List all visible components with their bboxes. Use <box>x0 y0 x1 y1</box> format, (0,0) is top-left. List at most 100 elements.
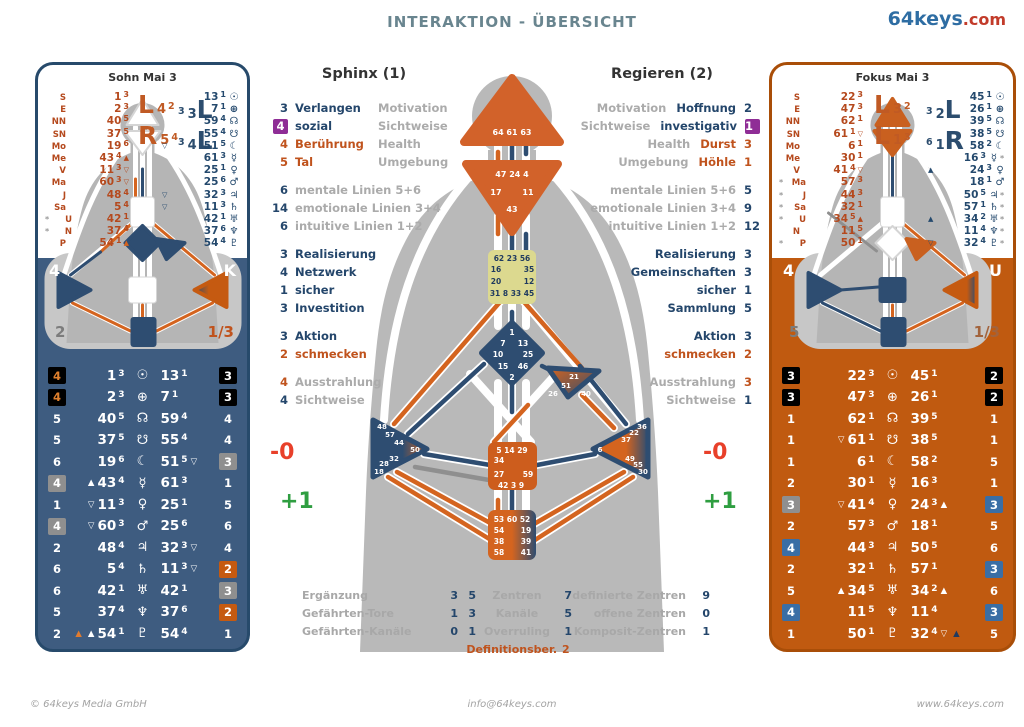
left-color-badge: 1 <box>52 497 61 512</box>
corner-label-bl: 2 <box>55 323 66 341</box>
planet-label: V <box>793 166 800 177</box>
gate-number: 54 <box>203 237 219 250</box>
gate-number: 62 <box>840 115 856 128</box>
sacral-gates: 5 14 29 <box>496 446 527 455</box>
left-line: 5 <box>868 583 875 594</box>
left-line: 3 <box>118 497 125 508</box>
gate-number: 51 <box>203 139 219 152</box>
line-number: 1 <box>857 199 863 209</box>
gate-number: 11 <box>99 164 115 177</box>
right-color-badge: 1 <box>989 433 998 448</box>
right-arrow-icon: ▲ <box>940 499 948 510</box>
keynote-count: 3 <box>744 137 753 151</box>
delta-plus-right: +1 <box>703 489 737 514</box>
line-number: 1 <box>220 211 226 221</box>
line-number: 3 <box>980 150 986 160</box>
star-mark: * <box>45 214 50 224</box>
planet-label: Me <box>51 153 66 164</box>
corner-label-tl: 4 <box>783 261 795 280</box>
planet-glyph-icon: ♄ <box>989 201 999 213</box>
planet-glyph-icon: ♅ <box>886 583 899 599</box>
spleen-gates: 48 <box>377 423 387 431</box>
gate-table-row: 3 47 3 ⊕ 26 1 2 <box>782 387 1003 409</box>
planet-row: * J 44 3 <box>779 188 863 201</box>
planet-row: 26 1 ⊕ <box>926 102 1006 115</box>
keynote-label: Höhle <box>698 155 736 169</box>
gate-number: 2 <box>114 103 122 116</box>
delta-minus-right: -0 <box>703 440 728 465</box>
right-gate: 45 <box>910 367 930 384</box>
gate-number: 13 <box>203 91 219 103</box>
person-panel-left: Sohn Mai 3 S 1 3 E 2 3 NN 40 5 SN 37 5 M… <box>35 62 250 652</box>
line-number: 5 <box>850 211 856 221</box>
keynote-row: Ausstrahlung 3 <box>564 373 760 391</box>
planet-glyph-icon: ♅ <box>229 213 239 225</box>
planet-label: N <box>64 227 72 238</box>
left-gate: 42 <box>97 582 117 599</box>
gate-number: 24 <box>969 164 985 177</box>
svg-text:40: 40 <box>581 390 591 398</box>
star-mark: * <box>779 239 784 249</box>
stat-label: Gefährten-Kanäle <box>302 624 412 638</box>
right-gate: 13 <box>160 367 180 384</box>
gate-number: 43 <box>99 151 115 164</box>
keynote-row: 2 schmecken <box>266 345 462 363</box>
planet-row: NN 40 5 <box>45 114 129 127</box>
gate-table-row: 5 37 4 ♆ 37 6 2 <box>48 602 237 624</box>
line-number: 4 <box>850 163 856 173</box>
right-line: 3 <box>181 562 188 573</box>
line-number: 3 <box>857 90 863 99</box>
right-line: 4 <box>181 626 188 637</box>
gate-table-row: 1 ▽ 61 1 ☋ 38 5 1 <box>782 430 1003 452</box>
gate-table-row: 6 42 1 ♅ 42 1 3 <box>48 580 237 602</box>
keynote-row: 3 Verlangen Motivation <box>266 99 462 117</box>
gate-table-row: 2 57 3 ♂ 18 1 5 <box>782 516 1003 538</box>
keynote-row: 4 Netzwerk <box>266 263 462 281</box>
keynote-count: 5 <box>744 183 753 197</box>
planet-row: Mo 19 6 <box>45 139 129 152</box>
fixing-arrow-icon: ▽ <box>857 166 863 175</box>
right-gate: 11 <box>160 561 180 578</box>
planet-glyph-icon: ☿ <box>888 475 897 491</box>
fixing-arrow-icon: ▽ <box>123 166 129 175</box>
planet-row: Mo 6 1 <box>779 139 863 152</box>
planet-label: N <box>792 227 800 238</box>
right-color-badge: 1 <box>989 411 998 426</box>
right-line: 1 <box>181 497 188 508</box>
planet-glyph-icon: ⊕ <box>887 389 898 405</box>
keynote-count: 3 <box>279 301 288 315</box>
planet-row: ▲ 24 3 ♀ <box>926 163 1006 177</box>
line-number: 1 <box>116 236 122 246</box>
keynote-count: 3 <box>744 265 753 279</box>
planet-glyph-icon: ☉ <box>229 92 239 103</box>
gate-number: 32 <box>840 200 856 213</box>
keynote-label: investigativ <box>660 119 737 133</box>
svg-text:17: 17 <box>490 188 501 197</box>
left-gate: 60 <box>97 518 117 535</box>
planet-label: Sa <box>794 202 806 213</box>
right-gate: 38 <box>910 432 930 449</box>
line-number: 3 <box>220 150 226 160</box>
line-number: 1 <box>850 126 856 136</box>
left-line: 4 <box>118 605 125 616</box>
right-gate: 39 <box>910 410 930 427</box>
keynote-count: 3 <box>744 247 753 261</box>
keynote-row: 3 Aktion <box>266 327 462 345</box>
left-arrow-icon: ▽ <box>87 521 95 532</box>
site-logo[interactable]: 64keys.com <box>887 8 1006 30</box>
keynote-count: 1 <box>279 283 288 297</box>
line-number: 3 <box>857 102 863 112</box>
svg-text:19: 19 <box>521 526 531 535</box>
planet-label: E <box>794 105 800 116</box>
keynote-row: 3 Realisierung <box>266 245 462 263</box>
planet-column-personality: 45 1 ☉ 26 1 ⊕ 39 5 ☊ 38 5 ☋ 58 2 ☾ 16 3 … <box>926 90 1006 250</box>
svg-text:37: 37 <box>621 436 631 444</box>
gate-table: 3 22 3 ☉ 45 1 2 3 47 3 ⊕ 26 1 <box>772 365 1013 645</box>
left-color-badge: 4 <box>48 367 66 385</box>
left-line: 3 <box>118 519 125 530</box>
planet-row: 39 5 ☊ <box>926 114 1006 127</box>
right-color-badge: 5 <box>989 454 998 469</box>
gate-number: 32 <box>963 237 979 250</box>
svg-text:15: 15 <box>498 362 508 371</box>
svg-text:51: 51 <box>561 382 571 390</box>
